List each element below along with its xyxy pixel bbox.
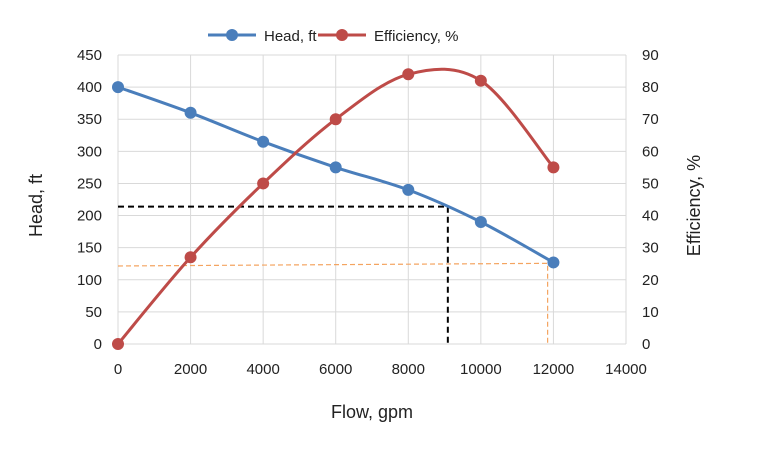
data-point [474,74,487,87]
data-point [547,256,560,269]
y-tick-label: 400 [77,79,102,96]
y-tick-label: 300 [77,143,102,160]
y-tick-label: 350 [77,111,102,128]
x-tick-label: 6000 [319,361,352,378]
y2-tick-label: 70 [642,111,659,128]
x-tick-label: 0 [114,361,122,378]
y-tick-label: 250 [77,175,102,192]
y2-tick-label: 30 [642,240,659,257]
guide-line [117,262,549,344]
y-axis-title: Head, ft [26,174,46,237]
data-point [257,135,270,148]
legend-marker [336,29,348,41]
y2-tick-label: 90 [642,47,659,64]
legend-label: Efficiency, % [374,28,458,45]
data-point [547,161,560,174]
y2-tick-label: 0 [642,336,650,353]
y2-tick-label: 10 [642,304,659,321]
x-tick-label: 12000 [533,361,575,378]
y-tick-label: 50 [85,304,102,321]
x-tick-label: 10000 [460,361,502,378]
y-tick-label: 200 [77,208,102,225]
data-point [329,161,342,174]
data-point [184,251,197,264]
data-point [257,177,270,190]
y2-axis-title: Efficiency, % [684,155,704,256]
legend-label: Head, ft [264,28,317,45]
legend-marker [226,29,238,41]
y-tick-label: 0 [94,336,102,353]
data-point [112,338,124,350]
data-point [329,113,342,126]
y2-tick-label: 60 [642,143,659,160]
x-tick-label: 4000 [246,361,279,378]
x-tick-label: 8000 [392,361,425,378]
x-tick-label: 2000 [174,361,207,378]
data-point [402,183,415,196]
y2-tick-label: 80 [642,79,659,96]
data-point [474,215,487,228]
y2-tick-label: 50 [642,175,659,192]
data-point [402,68,415,81]
y-tick-label: 150 [77,240,102,257]
data-point [112,81,124,94]
x-tick-label: 14000 [605,361,647,378]
y-tick-label: 450 [77,47,102,64]
guide-line [118,205,449,344]
y2-tick-label: 40 [642,208,659,225]
y-tick-label: 100 [77,272,102,289]
x-axis-title: Flow, gpm [331,402,413,422]
y2-tick-label: 20 [642,272,659,289]
data-point [184,106,197,119]
